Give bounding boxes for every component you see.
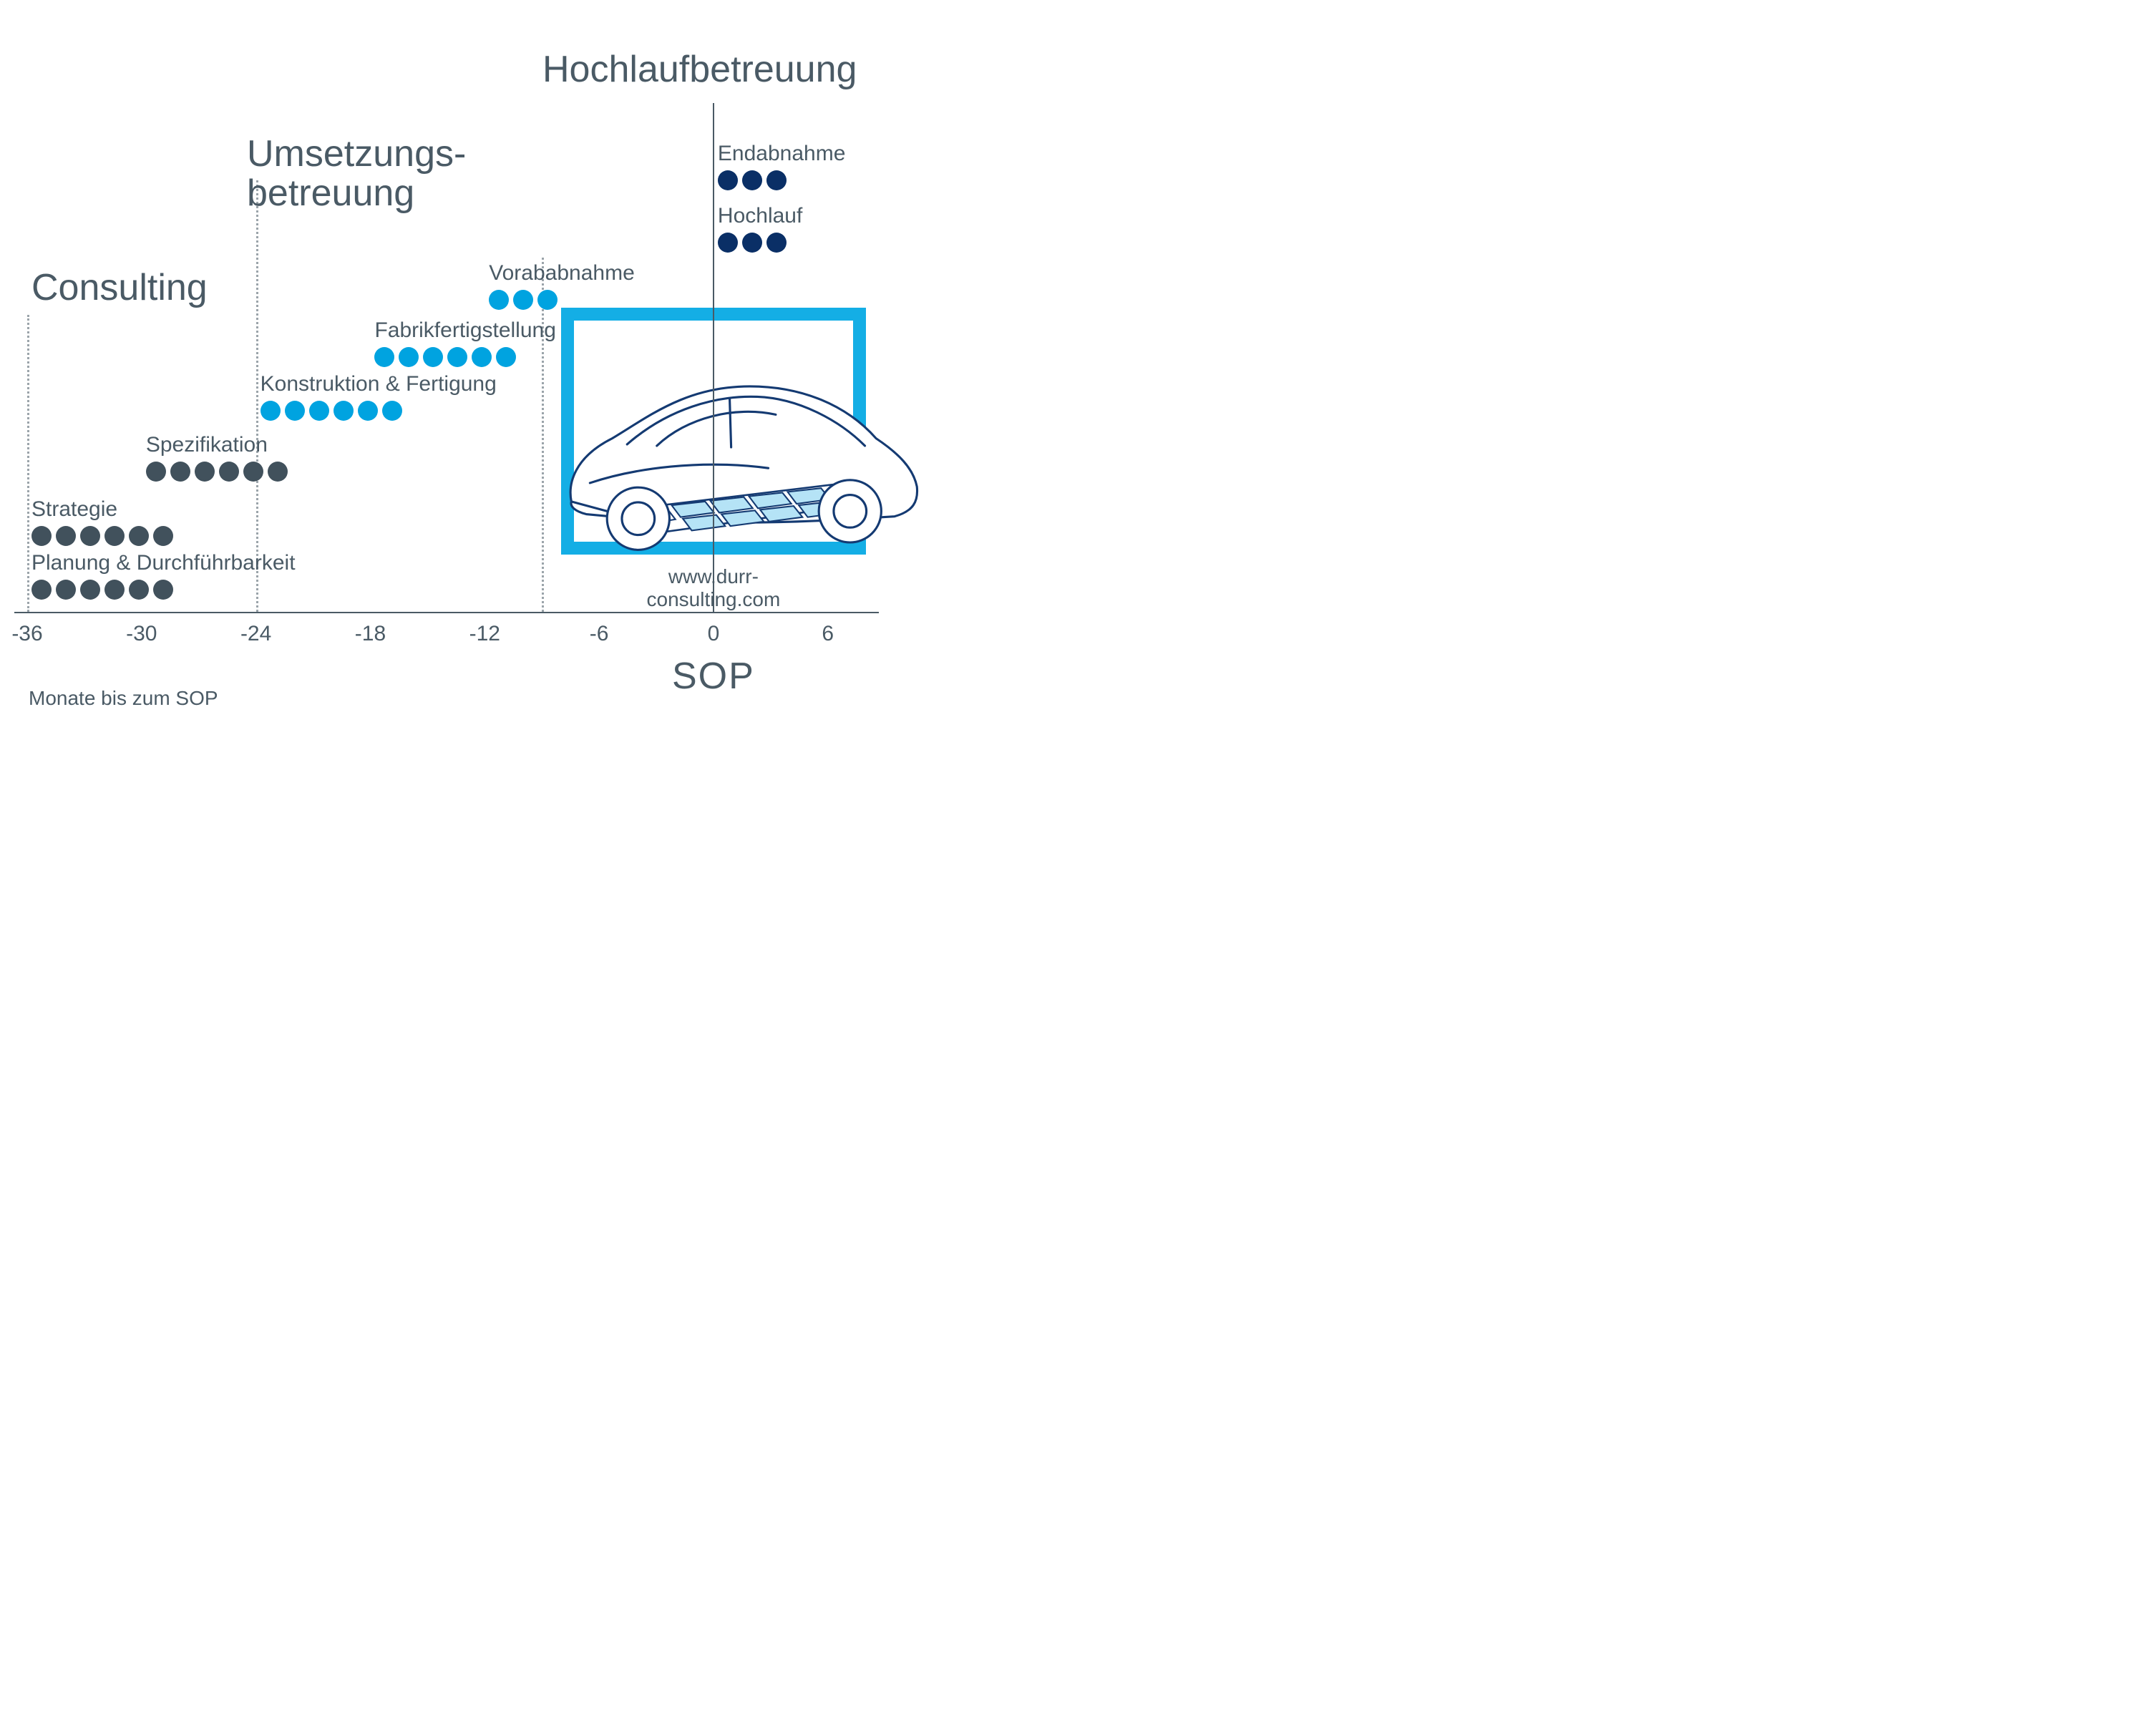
dot-icon	[31, 580, 52, 600]
dot-icon	[334, 401, 354, 421]
dot-icon	[104, 526, 125, 546]
phase-title-umsetzung: Umsetzungs- betreuung	[247, 135, 466, 213]
dot-icon	[766, 233, 787, 253]
dot-icon	[80, 580, 100, 600]
dot-icon	[219, 462, 239, 482]
timeline-item-label: Spezifikation	[146, 433, 288, 457]
dot-icon	[742, 170, 762, 190]
axis-tick: -36	[11, 622, 42, 646]
timeline-item-hochl: Hochlauf	[718, 204, 802, 253]
axis-tick: -24	[240, 622, 271, 646]
sop-line	[713, 103, 714, 612]
axis-tick: -12	[469, 622, 500, 646]
dot-icon	[261, 401, 281, 421]
dot-icon	[399, 347, 419, 367]
timeline-item-label: Hochlauf	[718, 204, 802, 228]
dot-icon	[31, 526, 52, 546]
consulting-url: www.durr-consulting.com	[623, 565, 804, 611]
timeline-item-label: Vorababnahme	[489, 261, 635, 286]
dot-icon	[358, 401, 378, 421]
timeline-axis	[14, 612, 879, 613]
dot-icon	[766, 170, 787, 190]
axis-tick: -30	[126, 622, 157, 646]
dot-icon	[268, 462, 288, 482]
dot-icon	[153, 526, 173, 546]
timeline-item-dots	[718, 170, 845, 190]
timeline-item-vorab: Vorababnahme	[489, 261, 635, 310]
dot-icon	[129, 580, 149, 600]
ev-car-illustration	[545, 331, 932, 560]
timeline-item-dots	[489, 290, 635, 310]
timeline-item-label: Fabrikfertigstellung	[374, 318, 555, 343]
timeline-item-dots	[261, 401, 497, 421]
axis-tick: -18	[355, 622, 386, 646]
dot-icon	[146, 462, 166, 482]
dot-icon	[104, 580, 125, 600]
timeline-item-label: Konstruktion & Fertigung	[261, 372, 497, 396]
timeline-item-planung: Planung & Durchführbarkeit	[31, 551, 296, 600]
dot-icon	[170, 462, 190, 482]
timeline-item-fabrik: Fabrikfertigstellung	[374, 318, 555, 367]
dot-icon	[285, 401, 305, 421]
dot-icon	[472, 347, 492, 367]
phase-title-consulting: Consulting	[31, 268, 208, 308]
dot-icon	[129, 526, 149, 546]
timeline-item-dots	[374, 347, 555, 367]
timeline-item-label: Planung & Durchführbarkeit	[31, 551, 296, 575]
timeline-item-label: Strategie	[31, 497, 173, 522]
phase-divider	[256, 180, 258, 612]
axis-caption: Monate bis zum SOP	[29, 687, 218, 710]
dot-icon	[80, 526, 100, 546]
dot-icon	[56, 580, 76, 600]
timeline-item-label: Endabnahme	[718, 142, 845, 166]
dot-icon	[496, 347, 516, 367]
phase-title-hochlauf: Hochlaufbetreuung	[542, 50, 857, 89]
timeline-item-konstr: Konstruktion & Fertigung	[261, 372, 497, 421]
phase-divider	[542, 258, 544, 612]
timeline-item-dots	[31, 526, 173, 546]
dot-icon	[153, 580, 173, 600]
timeline-item-dots	[718, 233, 802, 253]
dot-icon	[447, 347, 467, 367]
dot-icon	[309, 401, 329, 421]
dot-icon	[374, 347, 394, 367]
timeline-item-strategie: Strategie	[31, 497, 173, 546]
dot-icon	[537, 290, 558, 310]
axis-tick: -6	[590, 622, 609, 646]
timeline-item-dots	[146, 462, 288, 482]
axis-tick: 6	[822, 622, 834, 646]
dot-icon	[423, 347, 443, 367]
timeline-item-dots	[31, 580, 296, 600]
dot-icon	[56, 526, 76, 546]
dot-icon	[513, 290, 533, 310]
sop-label: SOP	[672, 655, 755, 698]
dot-icon	[195, 462, 215, 482]
dot-icon	[489, 290, 509, 310]
dot-icon	[718, 170, 738, 190]
dot-icon	[382, 401, 402, 421]
dot-icon	[718, 233, 738, 253]
axis-tick: 0	[708, 622, 720, 646]
timeline-item-spez: Spezifikation	[146, 433, 288, 482]
phase-divider	[27, 315, 29, 612]
dot-icon	[742, 233, 762, 253]
dot-icon	[243, 462, 263, 482]
timeline-item-endab: Endabnahme	[718, 142, 845, 190]
